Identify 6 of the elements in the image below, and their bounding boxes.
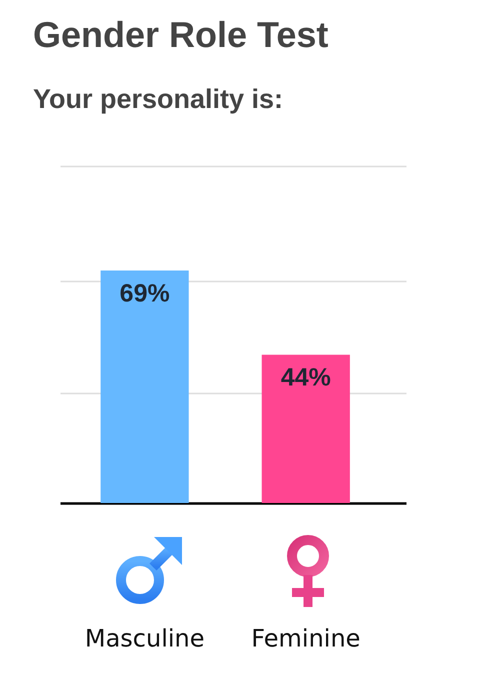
x-tick-label: Masculine [84, 624, 205, 652]
chart-subtitle: Your personality is: [33, 84, 284, 114]
chart-title: Gender Role Test [33, 14, 328, 55]
x-tick-label: Feminine [251, 624, 360, 652]
data-label: 69% [120, 279, 170, 308]
data-label: 44% [280, 364, 331, 392]
